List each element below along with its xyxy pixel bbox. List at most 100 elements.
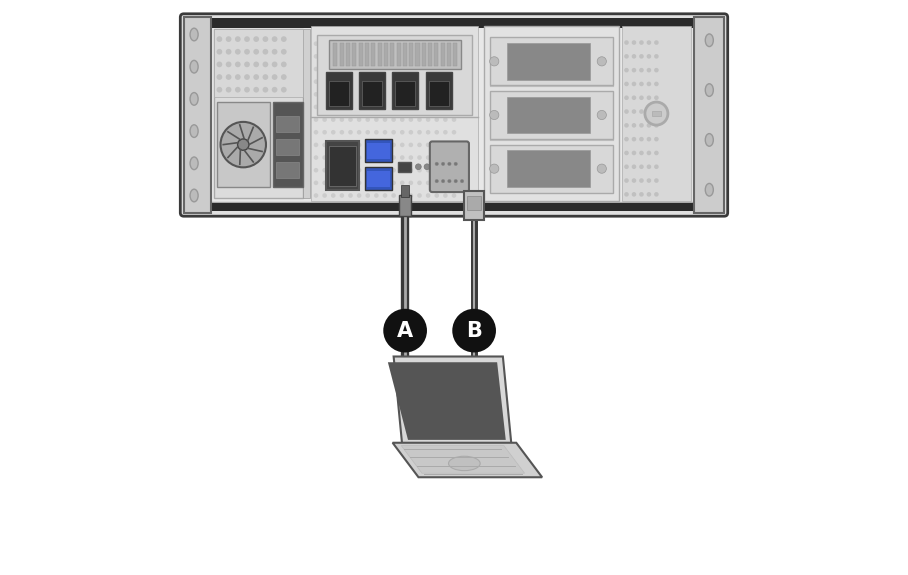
Circle shape [382,130,388,135]
Bar [447,43,451,66]
Circle shape [434,117,439,122]
Circle shape [624,109,629,114]
Circle shape [639,164,644,169]
Bar [378,43,381,66]
Circle shape [313,130,319,135]
Circle shape [348,41,353,46]
Bar [340,43,343,66]
Ellipse shape [706,183,714,196]
Circle shape [383,309,427,352]
Circle shape [313,67,319,71]
Circle shape [448,179,451,183]
Circle shape [624,137,629,141]
Circle shape [624,178,629,183]
Circle shape [417,117,422,122]
Circle shape [322,193,327,198]
Circle shape [409,105,413,109]
Circle shape [654,95,658,100]
Circle shape [348,193,353,198]
Circle shape [400,168,405,172]
Circle shape [340,105,344,109]
Circle shape [348,117,353,122]
Ellipse shape [706,84,714,97]
Circle shape [400,105,405,109]
Circle shape [646,82,651,86]
Bar [489,91,613,139]
Circle shape [654,68,658,72]
Circle shape [374,41,379,46]
Circle shape [331,67,336,71]
Circle shape [624,151,629,155]
Circle shape [331,143,336,147]
Circle shape [262,36,268,42]
Bar [489,37,613,85]
Bar [311,26,479,201]
Bar [302,29,310,198]
Circle shape [216,74,222,80]
Circle shape [322,181,327,185]
Circle shape [489,57,498,66]
Circle shape [646,123,651,128]
Circle shape [382,117,388,122]
Circle shape [271,87,278,93]
Circle shape [331,41,336,46]
Circle shape [313,79,319,84]
Circle shape [391,105,396,109]
Circle shape [365,79,370,84]
Bar [329,81,349,106]
Circle shape [426,181,430,185]
Bar [399,162,411,172]
Bar [395,81,416,106]
Circle shape [391,92,396,97]
Circle shape [391,193,396,198]
Circle shape [340,143,344,147]
Circle shape [443,67,448,71]
Circle shape [382,79,388,84]
FancyBboxPatch shape [181,14,727,216]
Circle shape [426,79,430,84]
Circle shape [391,143,396,147]
Circle shape [639,192,644,197]
Circle shape [448,162,451,166]
Circle shape [340,67,344,71]
Circle shape [374,79,379,84]
Bar [360,72,385,109]
Ellipse shape [706,34,714,47]
Circle shape [365,105,370,109]
Circle shape [451,105,457,109]
Circle shape [597,110,607,120]
Circle shape [374,143,379,147]
Circle shape [417,193,422,198]
Circle shape [374,54,379,59]
Circle shape [639,109,644,114]
Bar [329,40,461,69]
Circle shape [434,181,439,185]
Circle shape [313,105,319,109]
Bar [397,43,400,66]
Bar [468,196,481,210]
Circle shape [646,109,651,114]
Circle shape [624,95,629,100]
Circle shape [443,92,448,97]
Circle shape [443,41,448,46]
Bar [426,72,451,109]
Circle shape [221,122,266,167]
Circle shape [365,130,370,135]
Bar [359,43,362,66]
Bar [333,43,337,66]
Bar [213,29,302,198]
Circle shape [426,130,430,135]
Circle shape [374,181,379,185]
Bar [440,43,445,66]
Circle shape [451,130,457,135]
Bar [429,81,449,106]
Bar [507,97,590,133]
Circle shape [639,68,644,72]
Circle shape [271,74,278,80]
Circle shape [322,67,327,71]
Polygon shape [388,362,506,440]
Circle shape [426,143,430,147]
Circle shape [454,179,458,183]
Circle shape [348,181,353,185]
Circle shape [244,36,250,42]
